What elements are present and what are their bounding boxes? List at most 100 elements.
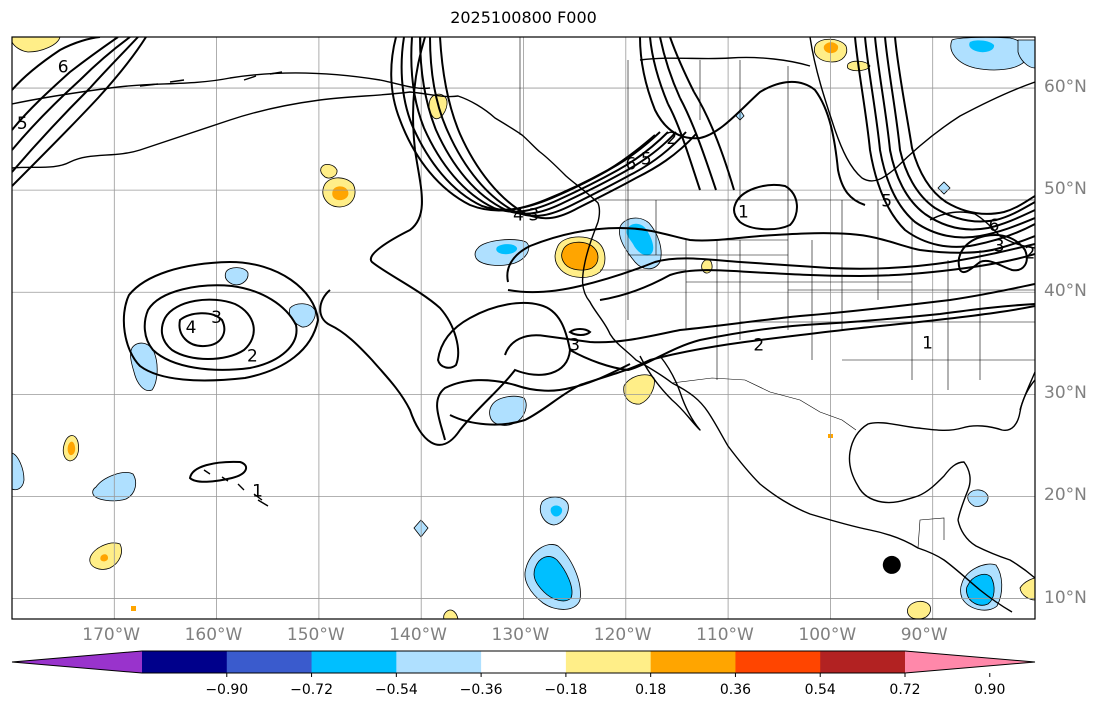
contour-2-east bbox=[504, 283, 1035, 356]
longitude-label: 90°W bbox=[900, 625, 948, 645]
contour-label: 6 bbox=[58, 58, 69, 78]
contour-1-west bbox=[449, 305, 1035, 426]
contour-label: 1 bbox=[252, 481, 263, 501]
contour-ridge-4 bbox=[669, 37, 695, 93]
contour-closed-high-west bbox=[733, 184, 798, 231]
coastline-gulf-mexico bbox=[848, 379, 1035, 521]
colorbar-tick-label: −0.90 bbox=[205, 682, 249, 698]
contour-east-trough-5 bbox=[894, 37, 1035, 215]
colorbar-segment bbox=[565, 651, 652, 673]
contour-east-trough-2 bbox=[864, 37, 1035, 239]
contour-label: 2 bbox=[1024, 243, 1035, 263]
coastline-florida bbox=[1019, 371, 1035, 411]
border-states-horizontals bbox=[600, 239, 1035, 361]
contour-label: 4 bbox=[186, 318, 197, 338]
anomaly-positive-ne-pacific-core bbox=[332, 186, 349, 201]
contour-label: 1 bbox=[922, 333, 933, 353]
contour-pacific-low-2 bbox=[143, 284, 298, 371]
anomaly-positive-hudson-core bbox=[823, 42, 839, 54]
colorbar-tick-label: 0.72 bbox=[889, 682, 921, 698]
contour-ridge-2 bbox=[649, 37, 669, 105]
coastline-central-america bbox=[957, 519, 1035, 579]
anomaly-positive-oregon-core bbox=[561, 241, 599, 271]
contour-east-trough-3 bbox=[874, 37, 1035, 231]
longitude-label: 130°W bbox=[491, 625, 550, 645]
contour-label: 1 bbox=[738, 203, 749, 223]
contour-label: 4 bbox=[513, 206, 524, 226]
colorbar-tick-label: −0.18 bbox=[544, 682, 588, 698]
contour-pacific-low-inner bbox=[178, 312, 226, 348]
colorbar-outline bbox=[11, 650, 1036, 674]
anomaly-negative-nw-coast-core bbox=[496, 244, 518, 255]
contour-label: 2 bbox=[247, 347, 258, 367]
location-marker-dot bbox=[882, 555, 901, 574]
contour-label: 5 bbox=[17, 114, 28, 134]
colorbar-tick-label: 0.90 bbox=[974, 682, 1006, 698]
colorbar-segment bbox=[396, 651, 482, 673]
contour-label: 6 bbox=[989, 216, 1000, 236]
contour-2-outer bbox=[436, 363, 631, 441]
marker-layer bbox=[882, 555, 901, 574]
map-title: 2025100800 F000 bbox=[450, 8, 597, 27]
colorbar-tick-label: −0.36 bbox=[459, 682, 503, 698]
coastline-canada-arctic bbox=[639, 56, 811, 67]
latitude-label: 30°N bbox=[1044, 383, 1087, 404]
coastline-aleutians bbox=[139, 71, 283, 87]
contour-label: 3 bbox=[528, 206, 539, 226]
colorbar-tick-label: 0.36 bbox=[719, 682, 752, 698]
latitude-label: 60°N bbox=[1044, 77, 1087, 98]
contour-label: 2 bbox=[753, 335, 764, 355]
contour-east-trough-4 bbox=[884, 37, 1035, 223]
longitude-label: 120°W bbox=[593, 625, 652, 645]
map-frame bbox=[11, 36, 1036, 620]
contour-ridge-1 bbox=[639, 37, 866, 206]
contour-label: 3 bbox=[569, 335, 580, 355]
contour-pacific-low-1 bbox=[122, 260, 320, 382]
contour-california-small bbox=[568, 328, 592, 336]
longitude-label: 160°W bbox=[184, 625, 243, 645]
anomaly-positive-hawaii-core bbox=[67, 441, 76, 456]
contour-east-wave bbox=[957, 234, 1028, 274]
border-us-mexico bbox=[671, 377, 857, 431]
colorbar-tick-label: −0.72 bbox=[290, 682, 333, 698]
contour-nw-corner-2 bbox=[12, 37, 119, 131]
anomaly-positive-south-pacific-core bbox=[100, 554, 108, 562]
border-canada-provinces bbox=[627, 60, 789, 200]
longitude-label: 150°W bbox=[286, 625, 345, 645]
anomaly-negative-small-ohio bbox=[937, 181, 951, 195]
colorbar-segment bbox=[142, 651, 228, 673]
contour-label: 2 bbox=[666, 129, 677, 149]
coastlines bbox=[12, 37, 1035, 613]
anomaly-positive-east-edge bbox=[1019, 577, 1035, 601]
anomaly-negative-west-edge bbox=[12, 452, 25, 491]
contour-label: 3 bbox=[211, 308, 222, 328]
anomaly-positive-nw-corner bbox=[12, 37, 61, 53]
colorbar bbox=[11, 650, 1036, 677]
colorbar-segment bbox=[650, 651, 736, 673]
colorbar-extend-high bbox=[905, 651, 1035, 673]
longitude-label: 100°W bbox=[798, 625, 857, 645]
coastline-hudson bbox=[809, 37, 1035, 182]
latitude-label: 20°N bbox=[1044, 485, 1087, 506]
contour-label: 5 bbox=[881, 191, 892, 211]
border-mexico-guatemala bbox=[917, 517, 945, 549]
anomaly-positive-small bbox=[320, 164, 338, 179]
anomaly-negative-central-pacific bbox=[224, 267, 249, 286]
latitude-label: 40°N bbox=[1044, 281, 1087, 302]
colorbar-segment bbox=[735, 651, 821, 673]
political-borders bbox=[519, 37, 1035, 549]
anomaly-positive-bottom bbox=[907, 600, 931, 619]
anomaly-positive-tiny-1 bbox=[131, 606, 136, 611]
contour-nw-corner-3 bbox=[12, 37, 131, 151]
longitude-label: 140°W bbox=[389, 625, 447, 645]
contour-label: 3 bbox=[994, 236, 1005, 256]
contour-1-main bbox=[319, 37, 572, 446]
anomaly-positive-baja bbox=[623, 374, 655, 405]
colorbar-segment bbox=[820, 651, 906, 673]
contour-pacific-low-3 bbox=[160, 298, 255, 360]
anomaly-negative-hawaii-north bbox=[130, 342, 158, 391]
colorbar-tick-label: 0.18 bbox=[635, 682, 667, 698]
contour-ridge-2-long bbox=[667, 91, 735, 191]
